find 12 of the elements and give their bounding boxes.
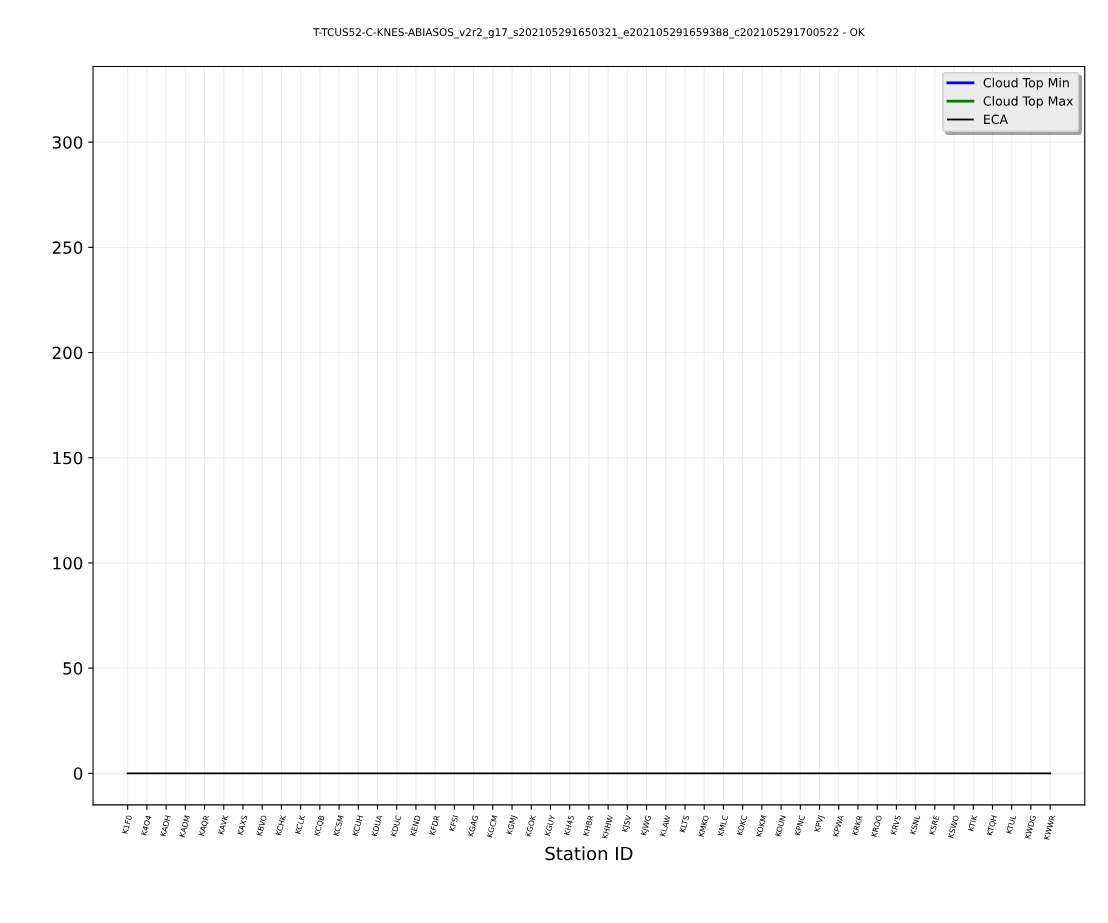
legend-label: ECA [984, 114, 1008, 125]
y-tick-label: 150 [53, 451, 83, 465]
y-tick-label: 100 [53, 556, 83, 570]
y-tick-label: 50 [63, 662, 83, 675]
y-tick-label: 200 [52, 346, 83, 360]
y-tick-label: 0 [73, 767, 83, 780]
y-tick-label: 250 [52, 241, 83, 254]
y-tick-label: 300 [52, 136, 83, 149]
x-axis-title: Station ID [545, 846, 633, 861]
legend-label: Cloud Top Min [983, 77, 1069, 90]
legend-label: Cloud Top Max [983, 96, 1074, 109]
chart-title: T-TCUS52-C-KNES-ABIASOS_v2r2_g17_s202105291650321_e202105291659388_c202105291700522 - OK [313, 28, 865, 39]
